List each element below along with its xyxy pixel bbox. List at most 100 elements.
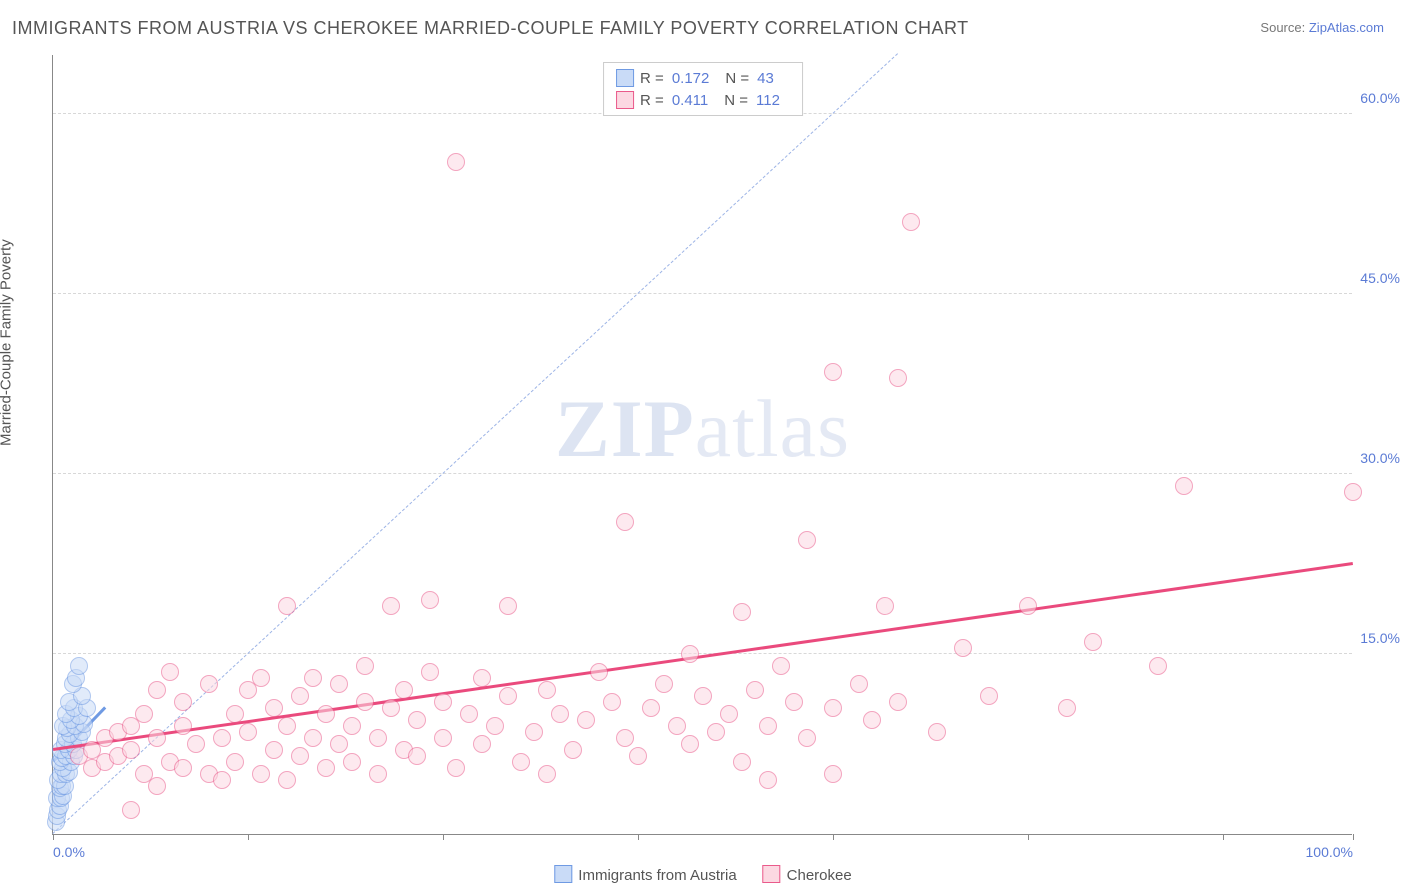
legend-item: Immigrants from Austria xyxy=(554,865,736,884)
data-point xyxy=(382,597,400,615)
data-point xyxy=(408,747,426,765)
legend-item: Cherokee xyxy=(763,865,852,884)
data-point xyxy=(161,663,179,681)
r-value: 0.172 xyxy=(672,70,710,87)
n-value: 43 xyxy=(757,70,774,87)
data-point xyxy=(1175,477,1193,495)
data-point xyxy=(928,723,946,741)
data-point xyxy=(330,735,348,753)
data-point xyxy=(330,675,348,693)
data-point xyxy=(681,645,699,663)
data-point xyxy=(369,729,387,747)
chart-title: IMMIGRANTS FROM AUSTRIA VS CHEROKEE MARR… xyxy=(12,18,969,39)
legend-swatch xyxy=(616,69,634,87)
source-link[interactable]: ZipAtlas.com xyxy=(1309,20,1384,35)
data-point xyxy=(694,687,712,705)
data-point xyxy=(317,705,335,723)
data-point xyxy=(525,723,543,741)
data-point xyxy=(1084,633,1102,651)
x-tick xyxy=(443,834,444,840)
data-point xyxy=(408,711,426,729)
data-point xyxy=(746,681,764,699)
data-point xyxy=(252,669,270,687)
watermark-light: atlas xyxy=(695,383,850,474)
data-point xyxy=(434,729,452,747)
data-point xyxy=(278,597,296,615)
grid-line xyxy=(53,293,1352,294)
source-label: Source: xyxy=(1260,20,1305,35)
y-tick-label: 45.0% xyxy=(1360,270,1400,286)
x-tick xyxy=(53,834,54,840)
data-point xyxy=(785,693,803,711)
data-point xyxy=(291,747,309,765)
data-point xyxy=(538,765,556,783)
data-point xyxy=(447,759,465,777)
data-point xyxy=(759,771,777,789)
data-point xyxy=(551,705,569,723)
n-label: N = xyxy=(725,70,749,87)
r-value: 0.411 xyxy=(672,92,708,109)
n-value: 112 xyxy=(756,92,780,109)
x-tick xyxy=(1353,834,1354,840)
legend-stats-box: R =0.172N =43R =0.411N =112 xyxy=(603,62,803,116)
regression-line xyxy=(53,562,1353,750)
legend-swatch xyxy=(763,865,781,883)
data-point xyxy=(473,669,491,687)
data-point xyxy=(122,741,140,759)
data-point xyxy=(135,705,153,723)
data-point xyxy=(538,681,556,699)
data-point xyxy=(603,693,621,711)
data-point xyxy=(252,765,270,783)
data-point xyxy=(447,153,465,171)
data-point xyxy=(317,759,335,777)
data-point xyxy=(174,717,192,735)
data-point xyxy=(590,663,608,681)
data-point xyxy=(642,699,660,717)
data-point xyxy=(148,777,166,795)
data-point xyxy=(824,363,842,381)
legend-label: Cherokee xyxy=(787,867,852,884)
data-point xyxy=(421,663,439,681)
data-point xyxy=(863,711,881,729)
data-point xyxy=(265,699,283,717)
r-label: R = xyxy=(640,92,664,109)
legend-stat-row: R =0.411N =112 xyxy=(616,89,790,111)
data-point xyxy=(304,729,322,747)
data-point xyxy=(434,693,452,711)
data-point xyxy=(707,723,725,741)
x-tick xyxy=(248,834,249,840)
data-point xyxy=(200,675,218,693)
watermark: ZIPatlas xyxy=(555,382,850,476)
data-point xyxy=(1019,597,1037,615)
data-point xyxy=(278,717,296,735)
data-point xyxy=(681,735,699,753)
legend-stat-row: R = 0.172 N = 43 xyxy=(616,67,790,89)
plot-area: ZIPatlas 15.0%30.0%45.0%60.0%0.0%100.0% xyxy=(52,55,1352,835)
data-point xyxy=(824,765,842,783)
r-label: R = xyxy=(640,70,664,87)
legend-series: Immigrants from Austria Cherokee xyxy=(554,865,851,884)
data-point xyxy=(1058,699,1076,717)
data-point xyxy=(1344,483,1362,501)
source-attribution: Source: ZipAtlas.com xyxy=(1260,20,1384,35)
data-point xyxy=(486,717,504,735)
grid-line xyxy=(53,473,1352,474)
data-point xyxy=(122,801,140,819)
legend-swatch xyxy=(554,865,572,883)
data-point xyxy=(954,639,972,657)
data-point xyxy=(499,687,517,705)
data-point xyxy=(382,699,400,717)
data-point xyxy=(499,597,517,615)
data-point xyxy=(629,747,647,765)
data-point xyxy=(772,657,790,675)
data-point xyxy=(668,717,686,735)
x-tick-label: 100.0% xyxy=(1306,844,1353,860)
data-point xyxy=(278,771,296,789)
data-point xyxy=(889,693,907,711)
data-point xyxy=(395,681,413,699)
data-point xyxy=(265,741,283,759)
data-point xyxy=(226,753,244,771)
data-point xyxy=(148,681,166,699)
data-point xyxy=(577,711,595,729)
data-point xyxy=(460,705,478,723)
